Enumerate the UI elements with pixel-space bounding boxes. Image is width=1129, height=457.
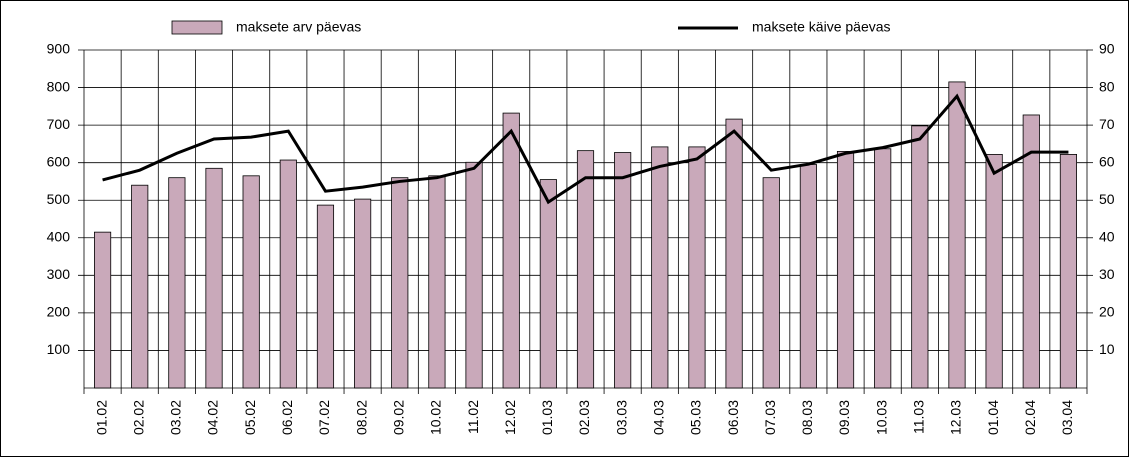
x-tick-label: 06.02 bbox=[279, 400, 295, 435]
bar bbox=[1059, 154, 1077, 389]
y2-tick-label: 50 bbox=[1099, 191, 1115, 207]
bar bbox=[539, 179, 557, 389]
x-tick-label: 05.02 bbox=[242, 400, 258, 435]
x-tick-label: 01.04 bbox=[985, 400, 1001, 435]
bar bbox=[799, 164, 817, 389]
bar bbox=[688, 146, 706, 389]
bar bbox=[354, 198, 372, 389]
line bbox=[102, 93, 1069, 205]
x-tick-label: 09.03 bbox=[836, 400, 852, 435]
bar bbox=[911, 125, 929, 389]
x-tick-label: 07.02 bbox=[316, 400, 332, 435]
bar bbox=[874, 148, 892, 389]
bar bbox=[836, 150, 855, 389]
x-tick-label: 12.02 bbox=[502, 400, 518, 435]
x-tick-label: 05.03 bbox=[688, 400, 704, 435]
bar bbox=[725, 118, 743, 389]
y2-tick-label: 80 bbox=[1099, 78, 1115, 94]
y2-tick-label: 20 bbox=[1099, 304, 1115, 320]
bar bbox=[316, 204, 335, 389]
y-tick-label: 400 bbox=[47, 228, 71, 244]
x-tick-label: 03.03 bbox=[613, 400, 629, 435]
x-tick-label: 04.03 bbox=[650, 400, 666, 435]
bar bbox=[1022, 114, 1040, 389]
x-tick-label: 10.02 bbox=[428, 400, 444, 435]
x-tick-label: 11.02 bbox=[465, 400, 481, 434]
x-tick-label: 03.02 bbox=[168, 400, 184, 435]
x-tick-label: 02.02 bbox=[130, 400, 146, 435]
y-tick-label: 800 bbox=[47, 78, 71, 94]
y-tick-label: 200 bbox=[47, 304, 71, 320]
x-tick-label: 06.03 bbox=[725, 400, 741, 435]
x-tick-label: 04.02 bbox=[205, 400, 221, 435]
y-tick-label: 700 bbox=[47, 116, 71, 132]
y-tick-label: 500 bbox=[47, 191, 71, 207]
bar bbox=[205, 167, 223, 389]
legend-swatch bbox=[171, 20, 223, 35]
bar bbox=[465, 161, 483, 389]
bar bbox=[279, 159, 297, 389]
bar bbox=[762, 177, 780, 389]
bar bbox=[391, 177, 409, 389]
legend-label: maksete käive päevas bbox=[752, 19, 891, 35]
y2-tick-label: 70 bbox=[1099, 116, 1115, 132]
y2-tick-label: 30 bbox=[1099, 266, 1115, 282]
x-tick-label: 02.03 bbox=[576, 400, 592, 435]
x-tick-label: 07.03 bbox=[762, 400, 778, 435]
bar bbox=[131, 184, 149, 389]
y-tick-label: 900 bbox=[47, 41, 71, 57]
x-tick-label: 03.04 bbox=[1059, 400, 1075, 435]
y2-tick-label: 10 bbox=[1099, 341, 1115, 357]
x-tick-label: 09.02 bbox=[390, 400, 406, 435]
x-tick-label: 01.02 bbox=[93, 400, 109, 435]
x-tick-label: 08.03 bbox=[799, 400, 815, 435]
x-tick-label: 01.03 bbox=[539, 400, 555, 435]
y-tick-label: 600 bbox=[47, 153, 71, 169]
y2-tick-label: 40 bbox=[1099, 228, 1115, 244]
bar bbox=[242, 175, 260, 389]
x-tick-label: 10.03 bbox=[873, 400, 889, 435]
y-tick-label: 300 bbox=[47, 266, 71, 282]
x-tick-label: 12.03 bbox=[948, 400, 964, 435]
bar bbox=[576, 150, 595, 389]
y-tick-label: 100 bbox=[47, 341, 71, 357]
bar bbox=[614, 152, 632, 389]
legend-label: maksete arv päevas bbox=[236, 19, 361, 35]
x-tick-label: 02.04 bbox=[1022, 400, 1038, 435]
bar bbox=[948, 81, 966, 389]
y2-tick-label: 60 bbox=[1099, 153, 1115, 169]
bar bbox=[428, 175, 446, 389]
bar bbox=[502, 112, 520, 389]
x-tick-label: 11.03 bbox=[911, 400, 927, 434]
bar bbox=[94, 231, 112, 389]
bar bbox=[651, 146, 669, 389]
bar bbox=[168, 177, 186, 389]
y2-tick-label: 90 bbox=[1099, 41, 1115, 57]
x-tick-label: 08.02 bbox=[353, 400, 369, 435]
bar bbox=[985, 154, 1003, 389]
